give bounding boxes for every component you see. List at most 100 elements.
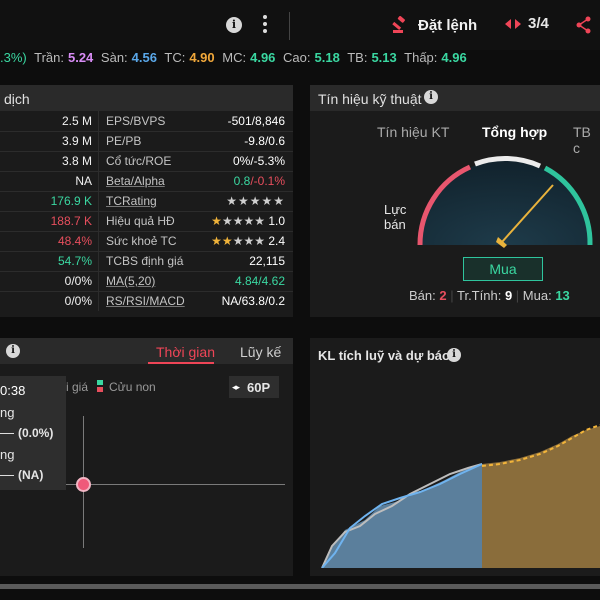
floor-value: 4.56 — [131, 50, 157, 65]
legend-swatch-icon — [97, 380, 103, 392]
tab-technical-signal[interactable]: Tín hiệu KT — [377, 124, 450, 140]
info-icon[interactable]: i — [447, 348, 461, 362]
sell-count-label: Bán: — [409, 288, 436, 303]
technical-signal-panel: Tín hiệu kỹ thuật i Tín hiệu KT Tổng hợp… — [310, 85, 600, 317]
row-label: EPS/BVPS — [106, 114, 166, 128]
place-order-button[interactable]: Đặt lệnh — [392, 14, 477, 36]
divider — [289, 12, 290, 40]
range-value: 60P — [247, 379, 271, 395]
signal-panel-title: Tín hiệu kỹ thuật — [318, 91, 422, 107]
high-value: 5.18 — [314, 50, 340, 65]
gauge-arc-buy — [543, 165, 593, 246]
horizontal-scrollbar[interactable] — [0, 584, 600, 589]
row-value-left: NA — [75, 174, 92, 188]
reference-volume-line — [321, 463, 483, 568]
tab-moving-average[interactable]: TB c — [573, 124, 591, 156]
rating-stars: ★★★★★ — [226, 194, 285, 208]
gauge-arc-sell — [417, 164, 472, 246]
table-row: 54.7% TCBS định giá 22,115 — [0, 251, 293, 272]
share-icon[interactable] — [576, 16, 592, 34]
row-value-left: 2.5 M — [61, 114, 92, 128]
top-bar: i Đặt lệnh 3/4 — [0, 0, 600, 50]
row-value-right: ★★★★★ 1.0 — [211, 214, 285, 228]
tooltip-row2-value: (NA) — [18, 468, 44, 482]
gauge-needle — [501, 184, 554, 243]
tooltip-row2: (NA) — [0, 468, 43, 482]
trading-panel: dịch 2.5 M EPS/BVPS -501/8,846 3.9 M PE/… — [0, 85, 293, 317]
low-label: Thấp: — [404, 50, 438, 65]
row-label-link[interactable]: RS/RSI/MACD — [106, 294, 185, 308]
table-row: 176.9 K TCRating ★★★★★ — [0, 191, 293, 212]
actual-volume-area — [322, 464, 482, 568]
neutral-count: 9 — [504, 288, 513, 303]
buy-count-label: Mua: — [522, 288, 552, 303]
avg-label: TB: — [347, 50, 368, 65]
intraday-panel: i Thời gian Lũy kế i giá Cửu non ◂▸ 60P … — [0, 338, 293, 576]
alpha-value: /-0.1% — [250, 174, 285, 188]
tooltip-row1: (0.0%) — [0, 426, 53, 440]
row-value-right: 0%/-5.3% — [232, 154, 285, 168]
tooltip-row2-label: ng — [0, 447, 15, 462]
buy-count: 13 — [555, 288, 570, 303]
tooltip-row1-value: (0.0%) — [18, 426, 54, 440]
crosshair-point — [76, 477, 91, 492]
more-options-icon[interactable] — [262, 14, 268, 36]
row-label: Cổ tức/ROE — [106, 154, 172, 168]
pager[interactable]: 3/4 — [505, 15, 549, 32]
trading-panel-header: dịch — [0, 85, 293, 111]
info-icon[interactable]: i — [226, 17, 242, 33]
tab-summary[interactable]: Tổng hợp — [482, 124, 548, 140]
active-tab-underline — [148, 362, 214, 364]
stars-empty: ★★★ — [232, 234, 265, 248]
tab-cumulative[interactable]: Lũy kế — [240, 344, 282, 360]
ticker-pct: .3%) — [0, 50, 27, 65]
table-row: 2.5 M EPS/BVPS -501/8,846 — [0, 111, 293, 132]
range-selector[interactable]: ◂▸ 60P — [229, 376, 279, 398]
gavel-icon — [392, 16, 405, 33]
ceiling-value: 5.24 — [67, 50, 94, 65]
forecast-volume-area — [482, 426, 600, 568]
gauge-needle-base — [496, 237, 507, 248]
row-value-right: NA/63.8/0.2 — [221, 294, 285, 308]
gauge-label-sell-line2: bán — [384, 217, 406, 232]
column-divider — [98, 111, 99, 311]
range-arrows-icon: ◂▸ — [232, 381, 240, 392]
score: 1.0 — [268, 214, 285, 228]
row-value-left: 0/0% — [64, 294, 92, 308]
actual-volume-line — [321, 463, 483, 568]
table-row: 48.4% Sức khoẻ TC ★★★★★ 2.4 — [0, 231, 293, 252]
row-value-left: 3.8 M — [61, 154, 92, 168]
row-value-right: ★★★★★ 2.4 — [211, 234, 285, 248]
row-value-left: 54.7% — [57, 254, 92, 268]
row-label-link[interactable]: TCRating — [106, 194, 157, 208]
ref-label: TC: — [164, 50, 186, 65]
row-label-link[interactable]: MA(5,20) — [106, 274, 156, 288]
info-icon[interactable]: i — [424, 90, 438, 104]
table-row: NA Beta/Alpha 0.8/-0.1% — [0, 171, 293, 192]
info-icon[interactable]: i — [6, 344, 20, 358]
low-value: 4.96 — [441, 50, 467, 65]
forecast-volume-line — [481, 424, 600, 467]
tab-time[interactable]: Thời gian — [156, 344, 215, 360]
trading-panel-title: dịch — [4, 91, 30, 107]
score: 2.4 — [268, 234, 285, 248]
gauge-label-sell-line1: Lực — [384, 202, 407, 217]
row-value-right: -9.8/0.6 — [244, 134, 285, 148]
row-value-right: 4.84/4.62 — [234, 274, 285, 288]
signal-counts: Bán: 2 | Tr.Tính: 9 | Mua: 13 — [409, 288, 570, 303]
row-value-right: 0.8/-0.1% — [234, 174, 285, 188]
intraday-panel-header: i Thời gian Lũy kế — [0, 338, 293, 364]
stars-filled: ★★ — [211, 234, 233, 248]
cumulative-volume-chart — [321, 424, 600, 568]
gauge-arc-neutral — [474, 156, 542, 169]
row-label-link[interactable]: Beta/Alpha — [106, 174, 165, 188]
avg-value: 5.13 — [371, 50, 397, 65]
legend-odd-lot: Cửu non — [109, 380, 156, 394]
row-label: TCBS định giá — [106, 254, 184, 268]
row-value-left: 3.9 M — [61, 134, 92, 148]
crosshair-horizontal — [0, 484, 285, 485]
sell-count: 2 — [439, 288, 447, 303]
stars-filled: ★ — [211, 214, 222, 228]
row-value-right: 22,115 — [249, 254, 285, 268]
table-row: 0/0% MA(5,20) 4.84/4.62 — [0, 271, 293, 292]
